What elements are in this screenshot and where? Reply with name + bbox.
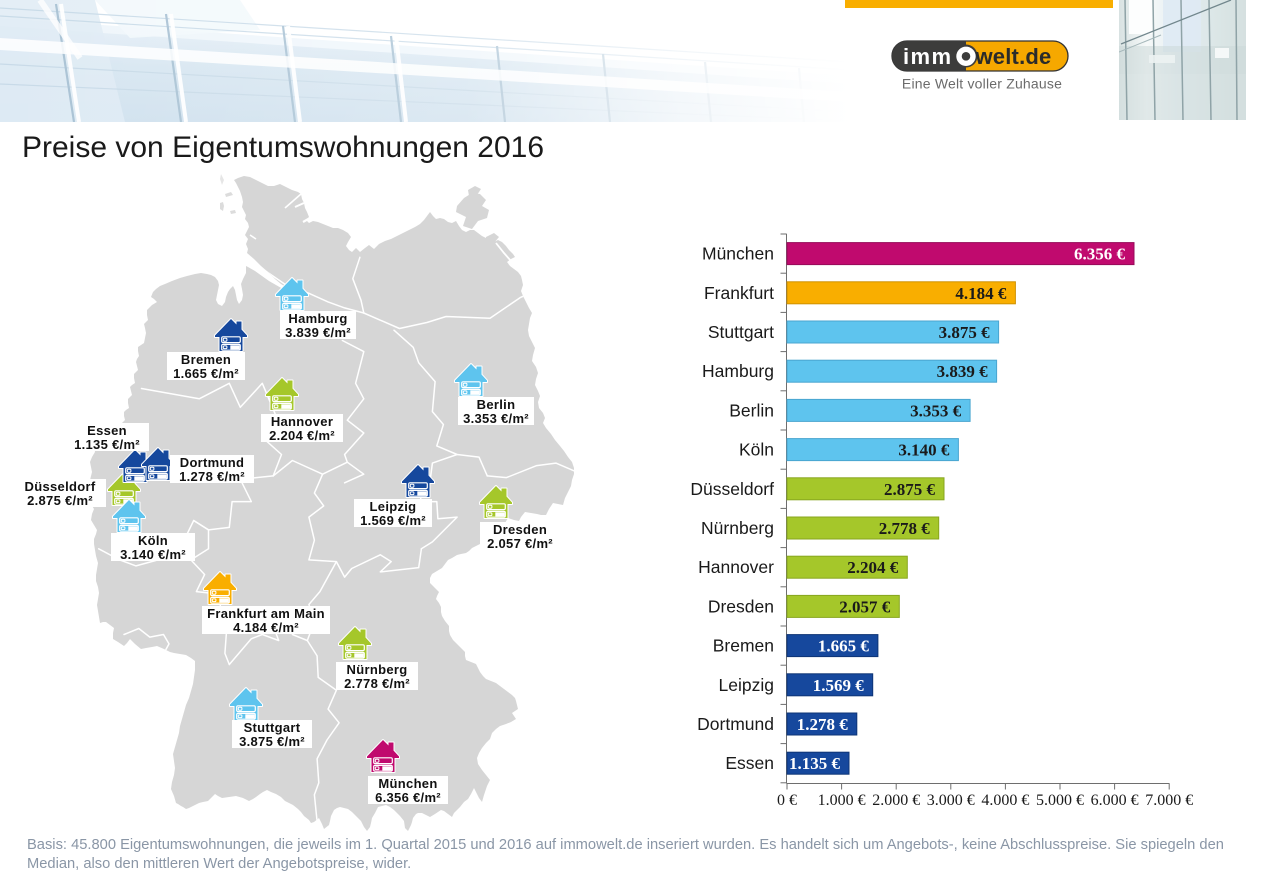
svg-text:Hamburg: Hamburg: [702, 361, 774, 381]
svg-text:2.204 €: 2.204 €: [847, 558, 899, 577]
svg-text:2.778 €: 2.778 €: [879, 519, 931, 538]
svg-text:3.140 €: 3.140 €: [898, 441, 950, 460]
svg-text:0 €: 0 €: [777, 792, 797, 809]
svg-text:4.000 €: 4.000 €: [981, 792, 1029, 809]
svg-text:1.000 €: 1.000 €: [818, 792, 866, 809]
svg-text:Köln: Köln: [739, 440, 774, 460]
svg-text:Leipzig: Leipzig: [719, 675, 774, 695]
svg-text:3.839 €: 3.839 €: [937, 362, 989, 381]
svg-text:Dresden: Dresden: [708, 596, 774, 616]
svg-text:5.000 €: 5.000 €: [1036, 792, 1084, 809]
svg-text:6.356 €: 6.356 €: [1074, 245, 1126, 264]
svg-text:2.875 €: 2.875 €: [884, 480, 936, 499]
svg-text:Dortmund: Dortmund: [697, 714, 774, 734]
svg-text:2.000 €: 2.000 €: [872, 792, 920, 809]
svg-text:6.000 €: 6.000 €: [1091, 792, 1139, 809]
svg-text:1.569 €: 1.569 €: [813, 676, 865, 695]
svg-text:imm: imm: [903, 44, 952, 69]
svg-text:Berlin: Berlin: [729, 400, 774, 420]
svg-text:Düsseldorf: Düsseldorf: [690, 479, 774, 499]
svg-text:Nürnberg: Nürnberg: [701, 518, 774, 538]
svg-text:1.665 €: 1.665 €: [818, 637, 870, 656]
svg-text:Frankfurt: Frankfurt: [704, 283, 774, 303]
svg-text:1.278 €: 1.278 €: [797, 715, 849, 734]
svg-text:1.135 €: 1.135 €: [789, 754, 841, 773]
svg-text:7.000 €: 7.000 €: [1145, 792, 1193, 809]
svg-text:München: München: [702, 244, 774, 264]
svg-text:Hannover: Hannover: [698, 557, 774, 577]
svg-text:Eine Welt voller Zuhause: Eine Welt voller Zuhause: [902, 76, 1062, 92]
svg-text:Essen: Essen: [725, 753, 774, 773]
svg-text:3.875 €: 3.875 €: [939, 323, 991, 342]
svg-text:2.057 €: 2.057 €: [839, 597, 891, 616]
svg-text:Bremen: Bremen: [713, 636, 774, 656]
svg-text:3.353 €: 3.353 €: [910, 401, 962, 420]
svg-text:3.000 €: 3.000 €: [927, 792, 975, 809]
svg-text:4.184 €: 4.184 €: [955, 284, 1007, 303]
svg-text:welt.de: welt.de: [975, 44, 1052, 69]
svg-text:Stuttgart: Stuttgart: [708, 322, 774, 342]
